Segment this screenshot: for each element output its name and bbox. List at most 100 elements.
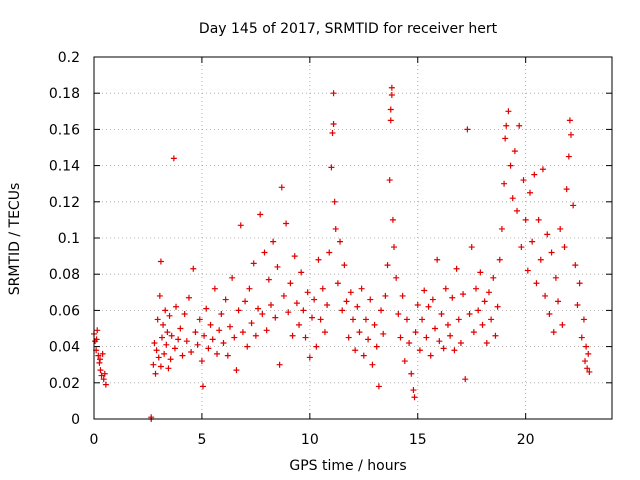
y-tick-label: 0.14 [49,159,80,175]
data-point [391,244,398,251]
data-point [311,296,318,303]
data-point [315,256,322,263]
data-point [250,260,257,267]
data-point [529,238,536,245]
data-point [393,274,400,281]
data-point [166,312,173,319]
data-point [330,120,337,127]
data-point [331,198,338,205]
data-point [444,321,451,328]
x-tick-label: 5 [197,432,206,448]
data-point [302,334,309,341]
data-point [425,303,432,310]
data-point [485,289,492,296]
data-point [263,327,270,334]
data-point [246,285,253,292]
data-point [347,289,354,296]
data-point [194,341,201,348]
data-point [207,321,214,328]
data-point [384,262,391,269]
data-point [261,249,268,256]
data-point [165,365,172,372]
data-point [222,296,229,303]
data-point [102,381,109,388]
data-point [511,148,518,155]
data-point [233,367,240,374]
data-point [308,314,315,321]
data-point [464,126,471,133]
data-point [152,370,159,377]
data-point [490,274,497,281]
data-point [248,320,255,327]
data-point [550,329,557,336]
data-point [157,363,164,370]
data-point [367,296,374,303]
data-point [578,334,585,341]
x-tick-label: 0 [90,432,99,448]
data-point [526,189,533,196]
data-point [462,376,469,383]
data-point [492,332,499,339]
data-point [481,298,488,305]
data-point [205,345,212,352]
data-point [239,329,246,336]
data-point [321,329,328,336]
data-point [466,311,473,318]
data-point [401,358,408,365]
data-point [163,341,170,348]
data-point [380,330,387,337]
data-point [522,216,529,223]
y-tick-label: 0.1 [58,231,80,247]
data-point [328,164,335,171]
data-point [156,292,163,299]
data-point [555,298,562,305]
data-point [97,367,104,374]
data-point [343,298,350,305]
data-point [151,339,158,346]
data-point [224,352,231,359]
data-point [179,352,186,359]
y-tick-label: 0.04 [49,340,80,356]
data-point [257,211,264,218]
data-point [447,332,454,339]
data-point [416,347,423,354]
data-point [483,339,490,346]
data-point [570,202,577,209]
data-point [196,316,203,323]
data-point [209,336,216,343]
data-point [162,307,169,314]
data-point [185,294,192,301]
data-point [171,345,178,352]
data-point [203,305,210,312]
data-point [498,225,505,232]
data-point [278,184,285,191]
data-point [242,298,249,305]
data-point [317,316,324,323]
data-point [432,325,439,332]
data-point [154,316,161,323]
data-point [395,311,402,318]
data-point [531,171,538,178]
data-point [237,222,244,229]
y-tick-label: 0.06 [49,303,80,319]
data-point [382,292,389,299]
data-point [586,368,593,375]
data-point [326,249,333,256]
data-point [414,301,421,308]
data-point [567,131,574,138]
y-tick-label: 0.02 [49,376,80,392]
data-point [507,162,514,169]
data-point [360,352,367,359]
data-point [411,394,418,401]
data-point [565,153,572,160]
data-point [150,361,157,368]
data-point [229,274,236,281]
data-point [272,314,279,321]
data-point [181,311,188,318]
data-point [410,387,417,394]
data-point [265,276,272,283]
data-point [557,225,564,232]
data-point [358,285,365,292]
data-point [334,280,341,287]
data-point [479,321,486,328]
